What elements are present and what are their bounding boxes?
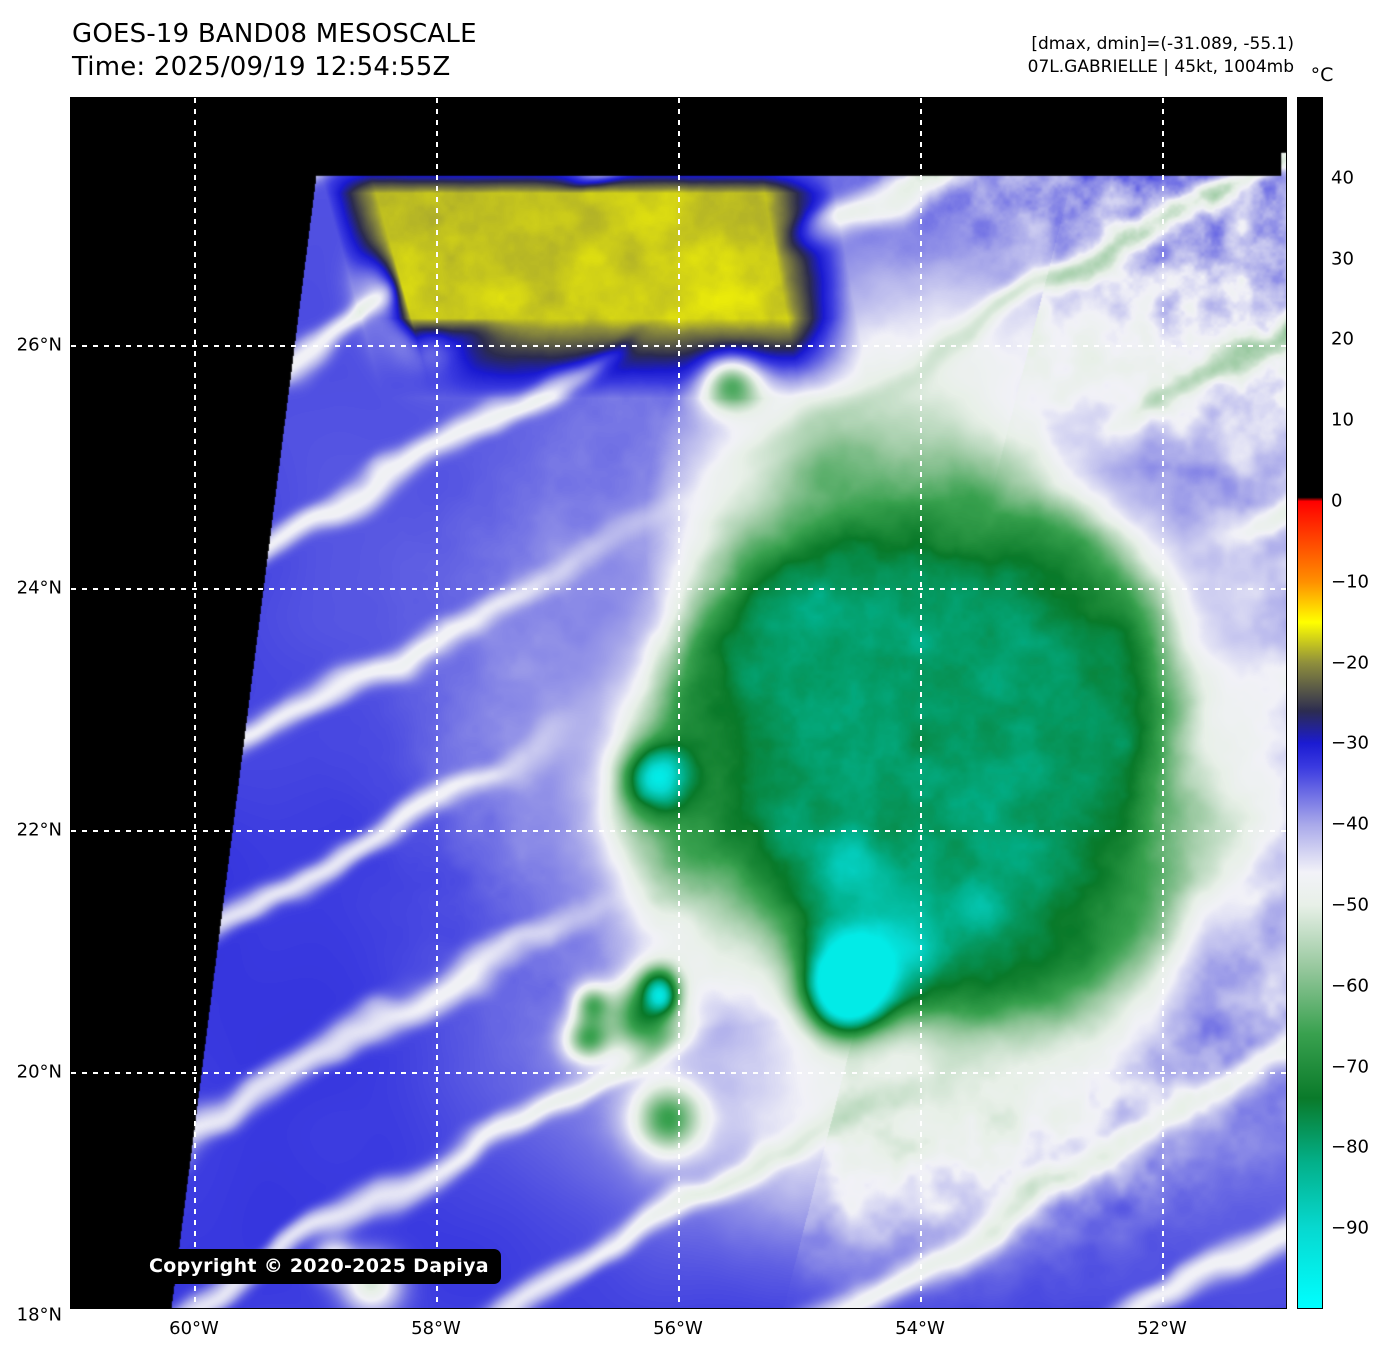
gridline-horizontal-1 <box>71 588 1286 590</box>
colorbar-tick-9: −50 <box>1331 894 1369 916</box>
ytick-label-2: 22°N <box>16 819 62 841</box>
colorbar-tick-12: −80 <box>1331 1136 1369 1158</box>
colorbar-tick-8: −40 <box>1331 813 1369 835</box>
xtick-label-2: 56°W <box>653 1318 703 1339</box>
temperature-colorbar[interactable] <box>1297 97 1323 1309</box>
gridline-vertical-2 <box>678 98 680 1308</box>
observation-time: Time: 2025/09/19 12:54:55Z <box>72 52 451 82</box>
xtick-label-1: 58°W <box>411 1318 461 1339</box>
colorbar-unit-label: °C <box>1310 64 1334 86</box>
metadata-block: [dmax, dmin]=(-31.089, -55.1) 07L.GABRIE… <box>1028 33 1294 79</box>
storm-info-label: 07L.GABRIELLE | 45kt, 1004mb <box>1027 57 1294 77</box>
gridline-vertical-1 <box>436 98 438 1308</box>
colorbar-tick-0: 40 <box>1331 167 1354 189</box>
gridline-horizontal-3 <box>71 1072 1286 1074</box>
colorbar-tick-5: −10 <box>1331 571 1369 593</box>
gridline-vertical-4 <box>1162 98 1164 1308</box>
colorbar-tick-13: −90 <box>1331 1217 1369 1239</box>
xtick-label-0: 60°W <box>169 1318 219 1339</box>
gridline-vertical-3 <box>920 98 922 1308</box>
gridline-horizontal-2 <box>71 830 1286 832</box>
colorbar-tick-3: 10 <box>1331 409 1354 431</box>
ytick-label-1: 24°N <box>16 577 62 599</box>
gridline-horizontal-0 <box>71 345 1286 347</box>
ytick-label-4: 18°N <box>16 1304 62 1326</box>
satellite-band-title: GOES-19 BAND08 MESOSCALE <box>72 19 477 49</box>
ytick-label-3: 20°N <box>16 1061 62 1083</box>
colorbar-tick-7: −30 <box>1331 732 1369 754</box>
colorbar-tick-11: −70 <box>1331 1056 1369 1078</box>
colorbar-tick-10: −60 <box>1331 975 1369 997</box>
copyright-watermark: Copyright © 2020-2025 Dapiya <box>137 1249 501 1284</box>
ytick-label-0: 26°N <box>16 334 62 356</box>
colorbar-tick-1: 30 <box>1331 248 1354 270</box>
colorbar-tick-6: −20 <box>1331 652 1369 674</box>
colorbar-tick-4: 0 <box>1331 490 1343 512</box>
colorbar-tick-2: 20 <box>1331 328 1354 350</box>
satellite-image-plot[interactable]: Copyright © 2020-2025 Dapiya <box>70 97 1287 1309</box>
xtick-label-4: 52°W <box>1137 1318 1187 1339</box>
data-range-label: [dmax, dmin]=(-31.089, -55.1) <box>1031 34 1294 54</box>
xtick-label-3: 54°W <box>895 1318 945 1339</box>
page-title: GOES-19 BAND08 MESOSCALE Time: 2025/09/1… <box>72 18 477 84</box>
gridline-vertical-0 <box>194 98 196 1308</box>
colorbar-gradient <box>1298 98 1322 1308</box>
